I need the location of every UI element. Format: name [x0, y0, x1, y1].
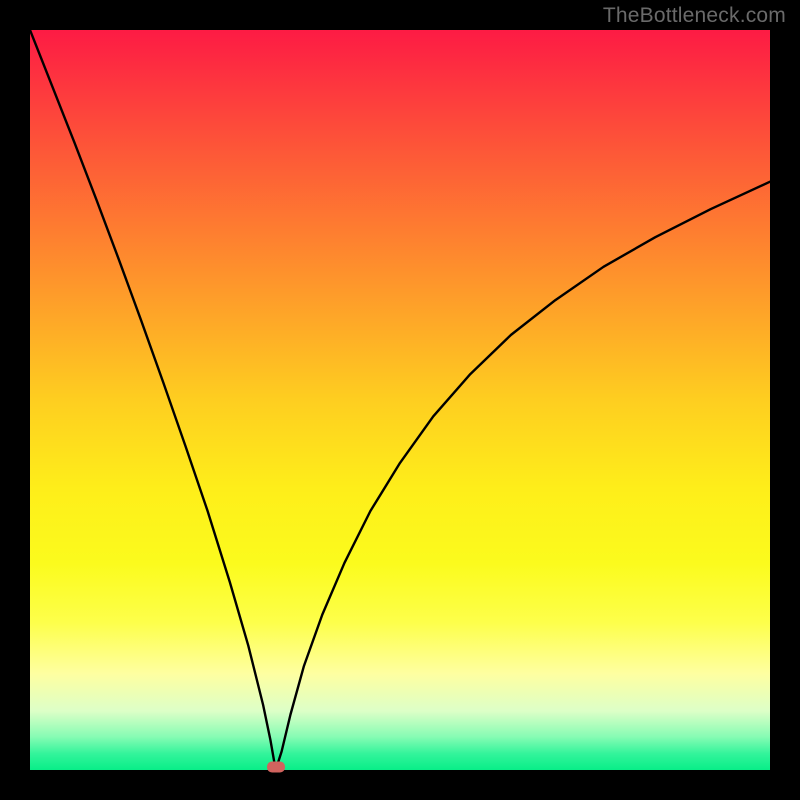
bottleneck-curve: [30, 30, 770, 770]
chart-container: TheBottleneck.com: [0, 0, 800, 800]
plot-area: [30, 30, 770, 770]
watermark-text: TheBottleneck.com: [603, 4, 786, 28]
curve-layer: [30, 30, 770, 770]
optimal-point-marker: [267, 761, 285, 772]
